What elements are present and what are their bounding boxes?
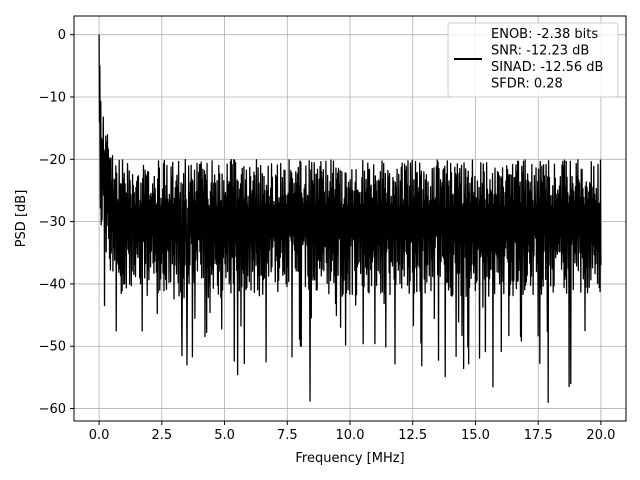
y-tick-label: 0 (58, 28, 66, 43)
x-axis-label: Frequency [MHz] (295, 451, 404, 466)
psd-series-line (98, 34, 602, 403)
x-tick-label: 15.0 (461, 428, 490, 443)
y-tick-label: −60 (39, 402, 66, 417)
y-tick-label: −50 (39, 340, 66, 355)
legend-entry-sfdr: SFDR: 0.28 (491, 77, 563, 92)
y-tick-label: −30 (39, 215, 66, 230)
legend-entry-sinad: SINAD: -12.56 dB (491, 60, 603, 75)
x-tick-label: 2.5 (151, 428, 172, 443)
legend-entry-snr: SNR: -12.23 dB (491, 44, 589, 59)
x-tick-label: 5.0 (214, 428, 235, 443)
x-tick-label: 20.0 (586, 428, 615, 443)
legend-entry-enob: ENOB: -2.38 bits (491, 27, 598, 42)
x-tick-label: 17.5 (524, 428, 553, 443)
y-tick-label: −20 (39, 153, 66, 168)
x-tick-label: 7.5 (277, 428, 298, 443)
y-axis-label: PSD [dB] (14, 190, 29, 248)
x-tick-label: 12.5 (398, 428, 427, 443)
psd-trace-layer (98, 34, 602, 403)
legend: ENOB: -2.38 bits SNR: -12.23 dB SINAD: -… (447, 22, 619, 98)
x-tick-label: 0.0 (89, 428, 110, 443)
tick-layer: 0.0 2.5 5.0 7.5 10.0 12.5 15.0 17.5 20.0 0 −10 −20 −… (39, 28, 616, 443)
y-tick-label: −10 (39, 91, 66, 106)
legend-box (447, 22, 619, 98)
y-tick-label: −40 (39, 277, 66, 292)
x-tick-label: 10.0 (336, 428, 365, 443)
